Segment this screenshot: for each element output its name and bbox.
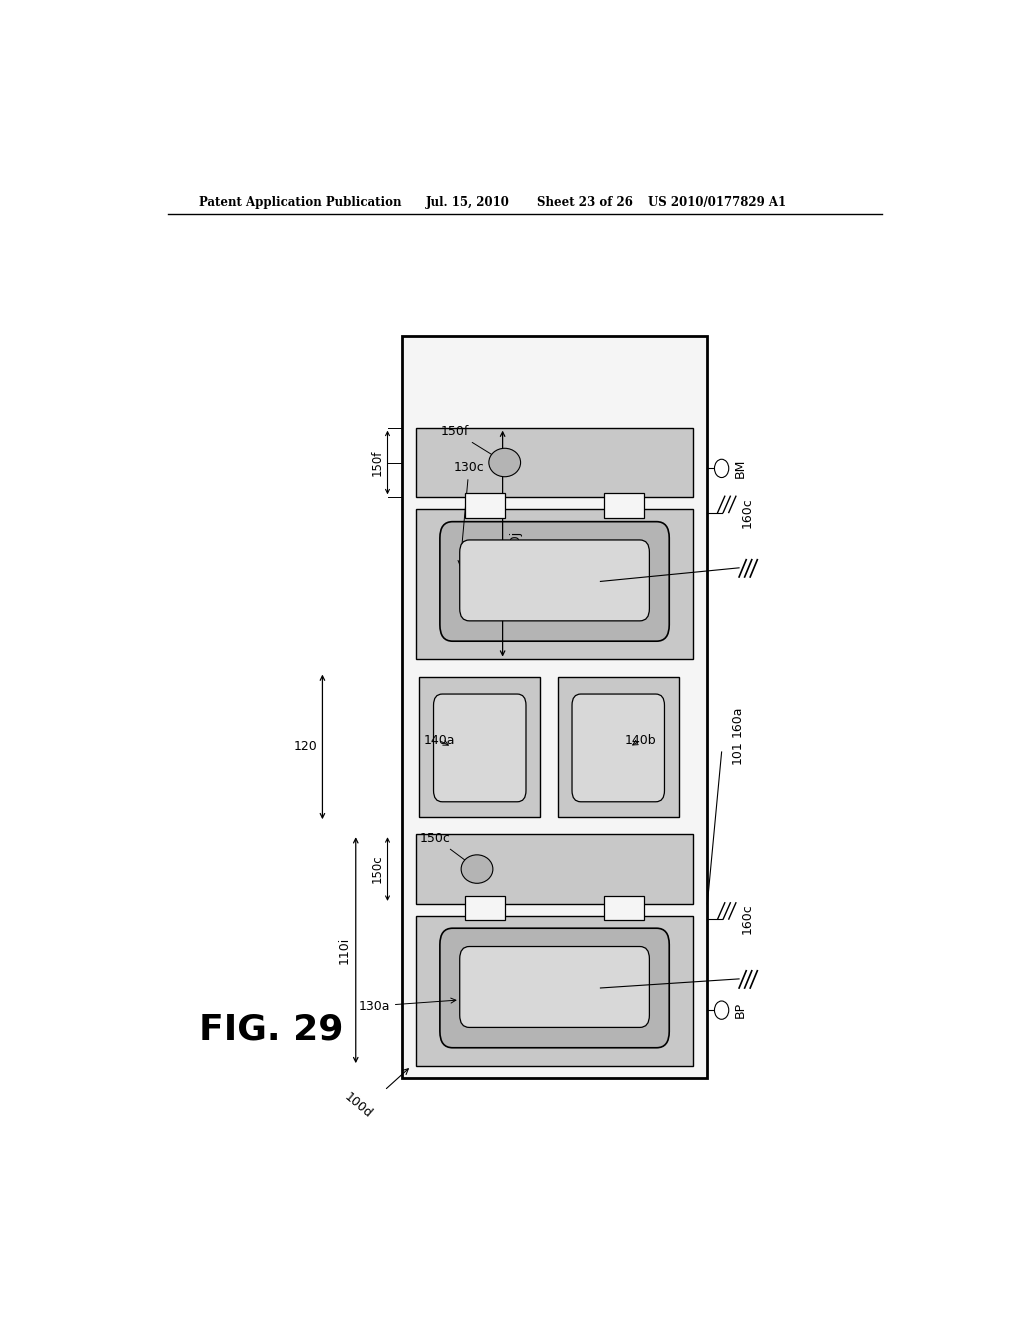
FancyBboxPatch shape bbox=[440, 521, 670, 642]
Text: Patent Application Publication: Patent Application Publication bbox=[200, 195, 402, 209]
Text: 150c: 150c bbox=[371, 855, 384, 883]
Text: 140a: 140a bbox=[423, 734, 455, 747]
FancyBboxPatch shape bbox=[440, 928, 670, 1048]
Text: Sheet 23 of 26: Sheet 23 of 26 bbox=[537, 195, 633, 209]
Bar bbox=[401, 337, 708, 1078]
Text: 130c: 130c bbox=[454, 461, 484, 566]
Text: 130a: 130a bbox=[358, 998, 456, 1012]
FancyBboxPatch shape bbox=[572, 694, 665, 801]
Text: 160c: 160c bbox=[740, 904, 754, 935]
Bar bbox=[419, 677, 541, 817]
Bar bbox=[604, 896, 644, 920]
Circle shape bbox=[715, 459, 729, 478]
Bar bbox=[416, 834, 693, 904]
Bar bbox=[416, 428, 693, 498]
Text: 100d: 100d bbox=[342, 1090, 375, 1121]
Text: 150f: 150f bbox=[371, 449, 384, 475]
Text: BP: BP bbox=[733, 1002, 746, 1018]
Text: FIG. 29: FIG. 29 bbox=[200, 1012, 344, 1047]
Bar bbox=[604, 494, 644, 517]
Circle shape bbox=[715, 1001, 729, 1019]
Text: 140b: 140b bbox=[625, 734, 656, 747]
Text: 120: 120 bbox=[294, 741, 317, 754]
Text: BM: BM bbox=[733, 459, 746, 478]
Text: US 2010/0177829 A1: US 2010/0177829 A1 bbox=[648, 195, 786, 209]
FancyBboxPatch shape bbox=[433, 694, 526, 801]
Bar bbox=[416, 510, 693, 660]
FancyBboxPatch shape bbox=[460, 946, 649, 1027]
Ellipse shape bbox=[461, 855, 493, 883]
Bar bbox=[416, 916, 693, 1067]
Text: 110i: 110i bbox=[338, 937, 351, 964]
Text: 150c: 150c bbox=[420, 832, 474, 867]
Bar bbox=[466, 896, 505, 920]
FancyBboxPatch shape bbox=[460, 540, 649, 620]
Ellipse shape bbox=[488, 449, 520, 477]
Bar bbox=[466, 494, 505, 517]
Text: 160a: 160a bbox=[731, 706, 744, 738]
Text: 101: 101 bbox=[731, 741, 744, 764]
Text: Jul. 15, 2010: Jul. 15, 2010 bbox=[426, 195, 510, 209]
Text: 110j: 110j bbox=[508, 531, 521, 557]
Text: 160c: 160c bbox=[740, 498, 754, 528]
Bar bbox=[558, 677, 679, 817]
Text: 150f: 150f bbox=[440, 425, 502, 461]
